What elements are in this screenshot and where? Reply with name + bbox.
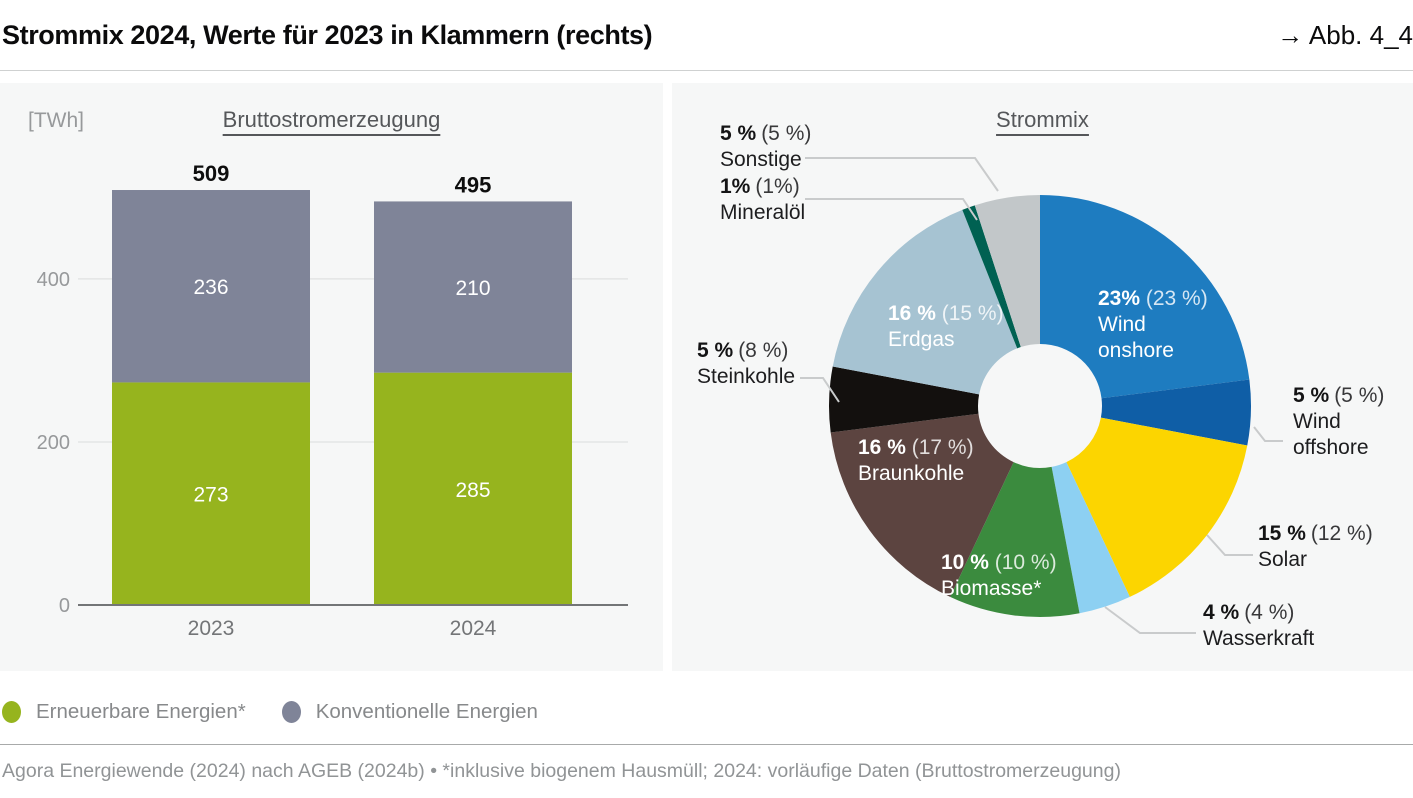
donut-inner-label-biomasse: 10 % (10 %) Biomasse* [941,551,1057,600]
donut-inner-label-braunkohle: 16 % (17 %) Braunkohle [858,436,974,485]
legend-dot-erneuerbare-icon [2,701,21,723]
donut-slice-wind-onshore [1040,195,1250,399]
bar-value-2023-konventionelle-energien: 236 [193,276,228,299]
page-title: Strommix 2024, Werte für 2023 in Klammer… [2,19,653,50]
bar-chart-panel: [TWh] Bruttostromerzeugung 0 200 400 273 236… [0,83,663,671]
legend-dot-konventionelle-icon [281,701,301,723]
donut-label-mineraloel: 1% (1%) Mineralöl [720,175,806,224]
leader-line-steinkohle [800,377,840,403]
donut-chart-panel: Strommix 23% (23 %) Wind onshore 16 % (15 %… [672,83,1413,671]
y-tick-400: 400 [37,269,70,291]
donut-label-wind-offshore: 5 % (5 %) Wind offshore [1293,384,1385,459]
leader-line-wind-offshore [1253,426,1283,442]
bar-chart-title: Bruttostromerzeugung [222,107,441,132]
bar-total-2024: 495 [455,172,492,197]
donut-slice-mineralol [962,205,1021,349]
bar-total-2023: 509 [193,161,230,186]
donut-slice-wind-offshore [1100,379,1251,446]
donut-slice-biomasse [950,462,1080,617]
donut-label-solar: 15 % (12 %) Solar [1258,522,1373,571]
leader-line-wasserkraft [1104,606,1196,634]
bar-value-2023-erneuerbare-energien: 273 [193,484,228,507]
legend-item-konventionelle: Konventionelle Energien [281,700,538,724]
leader-line-mineraloel [805,198,978,221]
bar-chart: 0 200 400 273 236 509 2023 285 210 495 2024 [37,161,628,640]
donut-slice-solar [1066,417,1248,597]
y-tick-0: 0 [59,595,70,617]
header: Strommix 2024, Werte für 2023 in Klammer… [0,0,1413,71]
donut-chart-title: Strommix [996,107,1089,132]
leader-line-solar [1206,534,1253,556]
donut-inner-label-wind-onshore: 23% (23 %) Wind onshore [1098,287,1208,362]
bar-2024-erneuerbare-energien [374,372,572,605]
donut-slice-steinkohle [829,366,980,433]
leader-line-sonstige [805,157,999,192]
bar-2023-konventionelle-energien [112,190,310,383]
donut-slice-braunkohle [830,413,1014,597]
donut-chart: 23% (23 %) Wind onshore 16 % (15 %) Erdgas 16… [800,157,1283,634]
y-tick-200: 200 [37,432,70,454]
bar-value-2024-konventionelle-energien: 210 [455,277,490,300]
legend: Erneuerbare Energien* Konventionelle Ene… [2,698,538,726]
donut-label-sonstige: 5 % (5 %) Sonstige [720,122,812,171]
legend-label-erneuerbare: Erneuerbare Energien* [36,700,246,723]
donut-inner-label-erdgas: 16 % (15 %) Erdgas [888,302,1004,351]
legend-item-erneuerbare: Erneuerbare Energien* [2,700,246,724]
footer-divider [0,744,1413,745]
donut-label-wasserkraft: 4 % (4 %) Wasserkraft [1203,601,1315,650]
legend-label-konventionelle: Konventionelle Energien [315,700,538,723]
bar-value-2024-erneuerbare-energien: 285 [455,479,490,502]
donut-slice-wasserkraft [1051,462,1130,614]
x-tick-2023: 2023 [188,617,235,640]
bar-2024-konventionelle-energien [374,201,572,373]
bar-2023-erneuerbare-energien [112,382,310,605]
y-axis-unit-label: [TWh] [28,109,84,132]
donut-slice-sonstige [974,195,1040,348]
source-note: Agora Energiewende (2024) nach AGEB (202… [2,760,1121,782]
donut-label-steinkohle: 5 % (8 %) Steinkohle [697,339,796,388]
donut-slice-erdgas [832,209,1018,395]
figure-reference: → Abb. 4_4 [1277,19,1413,50]
x-tick-2024: 2024 [450,617,497,640]
